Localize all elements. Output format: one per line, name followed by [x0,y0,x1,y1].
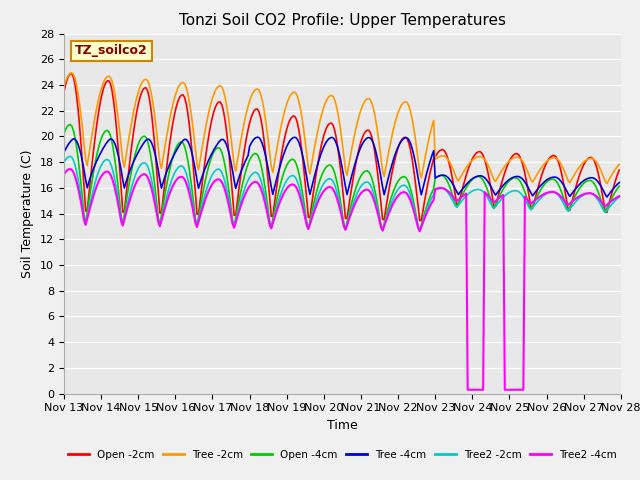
Tree2 -4cm [305,226,312,232]
Tree -2cm [603,180,611,186]
Title: Tonzi Soil CO2 Profile: Upper Temperatures: Tonzi Soil CO2 Profile: Upper Temperatur… [179,13,506,28]
Tree -4cm [244,153,252,158]
Tree2 -4cm [588,191,595,196]
Tree2 -4cm [60,171,68,177]
Tree2 -2cm [67,154,74,159]
Tree -4cm [586,175,594,181]
Line: Open -4cm: Open -4cm [64,125,620,231]
Line: Open -2cm: Open -2cm [64,74,620,221]
Open -2cm [227,175,235,180]
Y-axis label: Soil Temperature (C): Soil Temperature (C) [22,149,35,278]
Open -2cm [60,89,68,95]
Open -4cm [616,183,623,189]
Tree -4cm [305,184,312,190]
Open -4cm [588,178,595,184]
Tree -2cm [586,156,594,161]
Open -4cm [227,205,235,211]
Tree -4cm [255,135,263,141]
Open -2cm [417,218,425,224]
Open -4cm [416,228,424,234]
Tree -4cm [603,194,611,200]
Tree2 -2cm [60,160,68,166]
Open -4cm [130,158,138,164]
Tree -2cm [305,166,312,171]
Tree2 -2cm [227,210,235,216]
Tree -4cm [60,149,68,155]
Open -2cm [68,71,76,77]
Open -2cm [616,167,623,173]
Open -4cm [305,226,312,231]
Tree2 -4cm [255,181,263,187]
Tree2 -2cm [416,228,424,234]
Tree -4cm [253,134,261,140]
Tree2 -2cm [588,191,595,196]
Open -2cm [255,108,263,114]
Tree -2cm [246,98,253,104]
Tree2 -2cm [255,172,263,178]
Open -4cm [67,122,74,128]
Tree2 -2cm [616,194,623,200]
Open -2cm [246,120,253,126]
Text: TZ_soilco2: TZ_soilco2 [75,44,148,58]
Tree -2cm [60,84,68,89]
Open -2cm [588,155,595,160]
Tree2 -4cm [464,387,472,393]
Tree -4cm [226,152,234,158]
Tree2 -4cm [130,186,138,192]
Tree2 -2cm [305,226,312,232]
X-axis label: Time: Time [327,419,358,432]
Line: Tree2 -4cm: Tree2 -4cm [64,169,620,390]
Tree2 -4cm [246,183,253,189]
Line: Tree -2cm: Tree -2cm [64,73,620,183]
Tree -2cm [227,135,235,141]
Line: Tree -4cm: Tree -4cm [64,137,620,197]
Legend: Open -2cm, Tree -2cm, Open -4cm, Tree -4cm, Tree2 -2cm, Tree2 -4cm: Open -2cm, Tree -2cm, Open -4cm, Tree -4… [63,445,621,464]
Tree2 -2cm [130,178,138,183]
Open -4cm [255,155,263,161]
Tree2 -4cm [67,166,74,172]
Open -4cm [60,131,68,136]
Tree2 -4cm [616,193,623,199]
Tree -2cm [130,109,138,115]
Tree -2cm [255,87,263,93]
Tree2 -2cm [246,175,253,180]
Tree -2cm [68,70,76,76]
Tree2 -4cm [227,213,235,219]
Tree -4cm [128,162,136,168]
Tree -4cm [616,180,623,185]
Open -4cm [246,157,253,163]
Open -2cm [130,129,138,134]
Open -2cm [305,215,312,220]
Line: Tree2 -2cm: Tree2 -2cm [64,156,620,231]
Tree -2cm [616,161,623,167]
